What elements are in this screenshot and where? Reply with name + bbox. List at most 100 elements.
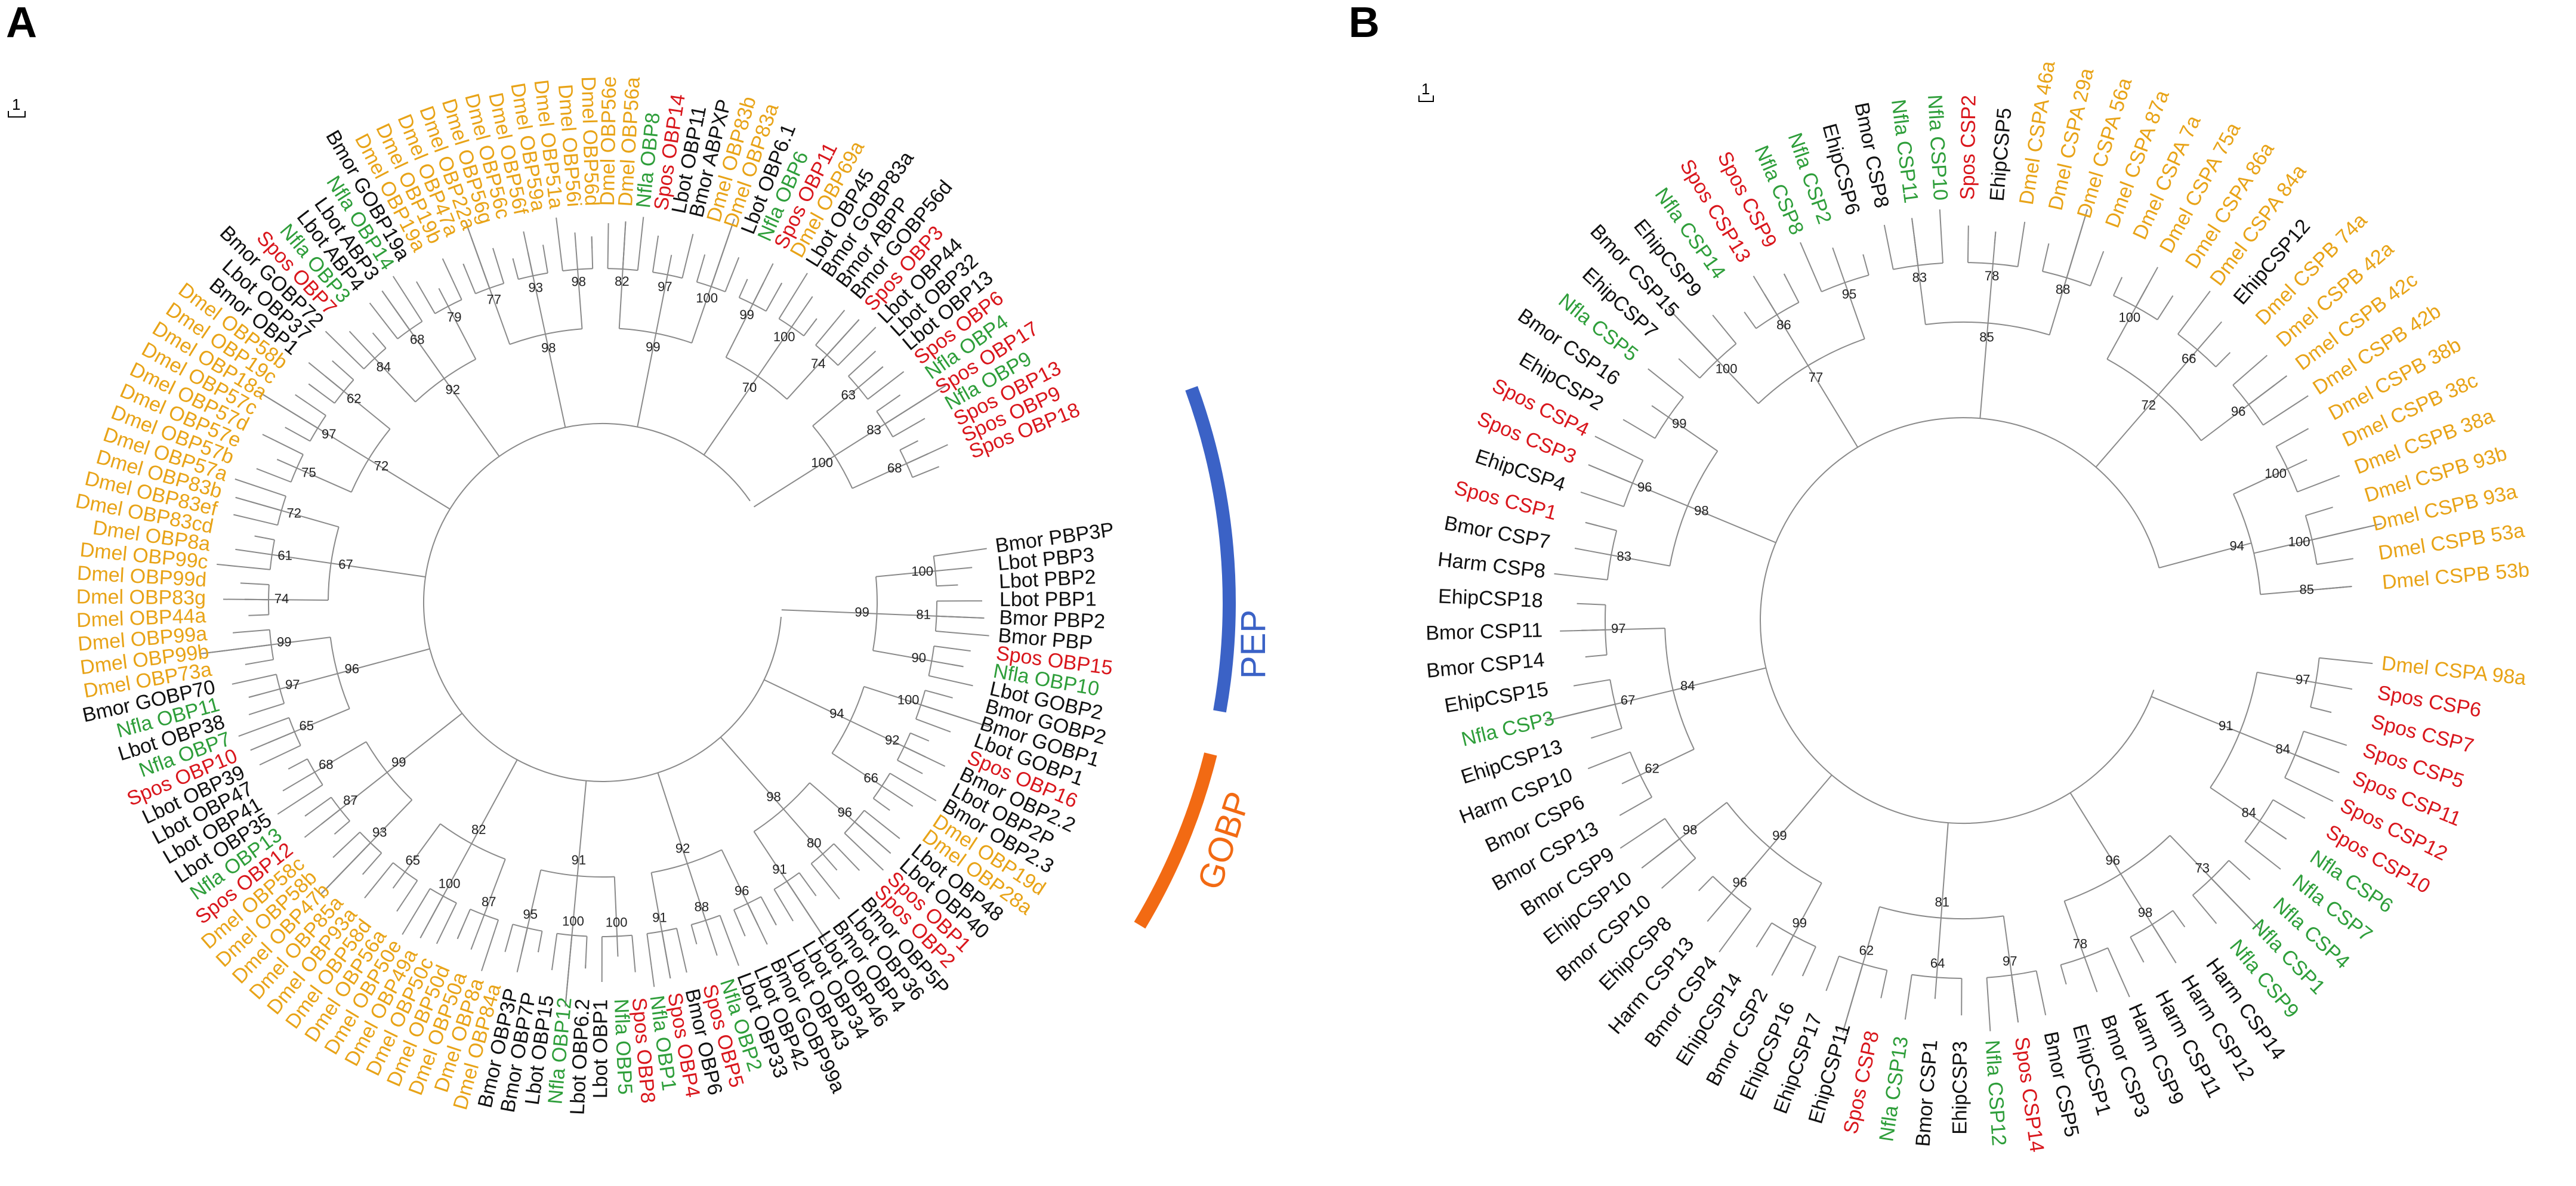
a-leaf-stem bbox=[385, 862, 394, 872]
a-internal-branch bbox=[325, 375, 391, 430]
b-support-value: 62 bbox=[1645, 761, 1659, 776]
b-leaf-label: Nfla CSP10 bbox=[1923, 94, 1952, 202]
b-leaf-stem bbox=[1992, 231, 1997, 264]
a-clade-stem bbox=[314, 759, 336, 773]
b-support-value: 78 bbox=[1985, 268, 1999, 283]
b-leaf-stem bbox=[1596, 577, 1608, 580]
b-leaf-stem bbox=[1840, 272, 1846, 283]
b-internal-branch bbox=[2049, 209, 2088, 335]
a-internal-branch bbox=[235, 496, 340, 528]
a-leaf-stem bbox=[652, 240, 658, 273]
b-support-value: 97 bbox=[2296, 672, 2310, 687]
a-clade-stem bbox=[862, 772, 883, 787]
a-leaf-stem bbox=[773, 889, 786, 909]
a-leaf-branch bbox=[362, 869, 368, 875]
a-leaf-branch bbox=[348, 331, 353, 335]
a-leaf-branch bbox=[295, 394, 308, 404]
a-leaf-stem bbox=[476, 915, 485, 935]
a-leaf-stem bbox=[822, 853, 838, 871]
a-leaf-branch bbox=[542, 245, 548, 273]
a-leaf-branch bbox=[607, 223, 609, 269]
b-leaf-label: Harm CSP8 bbox=[1436, 548, 1547, 583]
a-support-value: 88 bbox=[695, 900, 709, 915]
a-leaf-branch bbox=[885, 394, 901, 406]
a-support-value: 80 bbox=[807, 836, 821, 851]
a-leaf-label: Dmel OBP56e bbox=[596, 76, 621, 206]
a-leaf-branch bbox=[235, 548, 272, 555]
b-leaf-stem bbox=[2130, 937, 2141, 956]
b-support-value: 97 bbox=[2003, 954, 2017, 969]
a-leaf-branch bbox=[259, 758, 272, 766]
a-leaf-branch bbox=[442, 258, 454, 281]
a-internal-branch bbox=[321, 771, 388, 825]
b-clade-stem bbox=[2181, 349, 2198, 369]
a-support-value: 82 bbox=[471, 822, 486, 837]
a-leaf-branch bbox=[232, 674, 277, 685]
b-leaf-stem bbox=[1862, 254, 1869, 276]
a-leaf-branch bbox=[946, 567, 973, 571]
b-support-value: 85 bbox=[1979, 329, 1994, 344]
b-internal-branch bbox=[1764, 294, 1809, 366]
b-leaf-stem bbox=[1590, 550, 1612, 556]
a-support-value: 99 bbox=[391, 755, 406, 770]
a-support-value: 91 bbox=[572, 853, 586, 867]
a-leaf-label: Dmel OBP44a bbox=[76, 604, 206, 632]
a-leaf-stem bbox=[637, 249, 641, 271]
b-leaf-branch bbox=[1580, 491, 1624, 508]
a-leaf-stem bbox=[264, 537, 275, 541]
a-leaf-branch bbox=[481, 929, 496, 971]
a-support-value: 100 bbox=[911, 564, 933, 579]
a-leaf-branch bbox=[369, 302, 391, 331]
b-leaf-stem bbox=[1591, 727, 1622, 739]
a-leaf-branch bbox=[277, 784, 323, 815]
a-leaf-stem bbox=[271, 745, 301, 760]
a-support-value: 83 bbox=[866, 422, 881, 437]
a-deep-branch bbox=[545, 333, 566, 428]
a-internal-branch bbox=[404, 823, 441, 873]
panel-b-branches bbox=[1545, 209, 2382, 1033]
b-leaf-stem bbox=[1934, 977, 1938, 999]
b-leaf-label: Nfla CSP12 bbox=[1980, 1039, 2010, 1147]
b-leaf-branch bbox=[2294, 782, 2334, 802]
a-leaf-stem bbox=[247, 583, 269, 585]
a-leaf-branch bbox=[262, 434, 275, 441]
a-leaf-branch bbox=[910, 732, 930, 742]
a-internal-branch bbox=[296, 467, 352, 493]
b-leaf-stem bbox=[1674, 390, 1684, 398]
a-leaf-stem bbox=[833, 843, 842, 852]
b-leaf-branch bbox=[2213, 919, 2217, 924]
a-leaf-stem bbox=[288, 758, 308, 770]
b-leaf-stem bbox=[2297, 480, 2328, 493]
b-support-value: 62 bbox=[1859, 943, 1874, 958]
b-leaf-branch bbox=[1661, 864, 1688, 889]
a-support-value: 97 bbox=[658, 279, 672, 294]
a-internal-branch bbox=[320, 799, 413, 895]
a-leaf-branch bbox=[881, 785, 914, 807]
a-leaf-stem bbox=[848, 361, 865, 377]
a-support-value: 100 bbox=[606, 915, 628, 929]
b-clade-stem bbox=[1611, 554, 1635, 560]
a-internal-branch bbox=[279, 673, 338, 690]
b-internal-branch bbox=[1936, 918, 1942, 978]
a-support-value: 81 bbox=[916, 607, 930, 622]
a-leaf-branch bbox=[304, 822, 324, 838]
a-leaf-branch bbox=[523, 231, 527, 245]
a-leaf-branch bbox=[867, 371, 905, 400]
b-support-value: 83 bbox=[1912, 270, 1927, 285]
a-leaf-branch bbox=[217, 563, 239, 567]
b-backbone-arc bbox=[2210, 672, 2258, 788]
a-leaf-branch bbox=[436, 903, 457, 944]
b-leaf-branch bbox=[2196, 291, 2211, 309]
a-leaf-stem bbox=[237, 566, 270, 570]
a-leaf-stem bbox=[248, 688, 280, 698]
a-clade-stem bbox=[911, 570, 936, 574]
b-internal-branch bbox=[2201, 375, 2288, 441]
b-leaf-label: Bmor CSP11 bbox=[1426, 619, 1543, 644]
a-deep-branch bbox=[331, 563, 426, 577]
a-leaf-stem bbox=[304, 796, 332, 817]
a-leaf-stem bbox=[810, 863, 832, 890]
a-leaf-branch bbox=[715, 950, 718, 956]
a-support-value: 77 bbox=[487, 292, 501, 307]
b-leaf-branch bbox=[1574, 548, 1590, 552]
b-leaf-stem bbox=[2041, 261, 2046, 272]
